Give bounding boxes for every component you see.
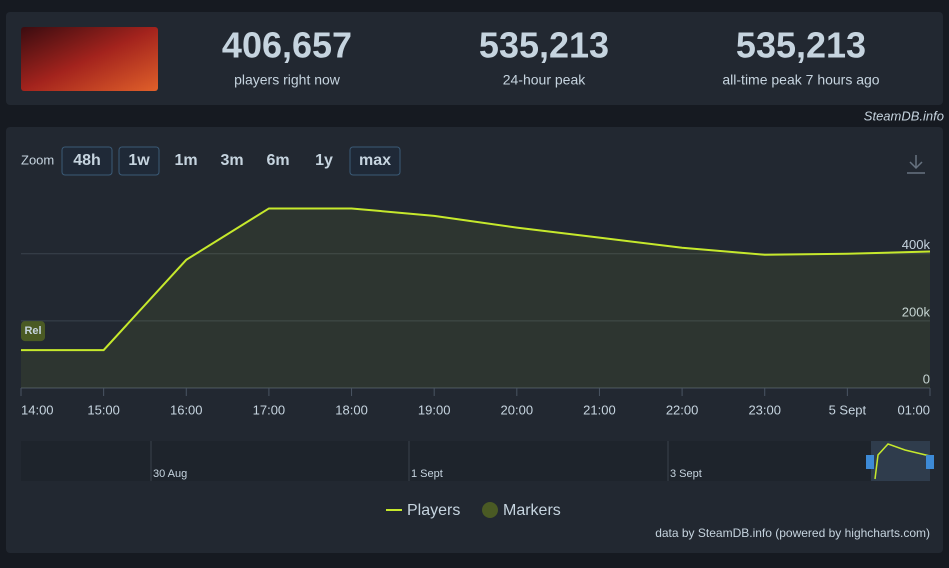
x-tick-label: 17:00: [253, 402, 286, 417]
stat-label: 24-hour peak: [503, 72, 587, 88]
stats-panel: [6, 12, 943, 105]
series-line: [21, 207, 931, 352]
x-tick-label: 14:00: [21, 402, 54, 417]
x-tick-label: 19:00: [418, 402, 451, 417]
zoom-button[interactable]: 1w: [128, 152, 150, 169]
x-tick-label: 18:00: [335, 402, 368, 417]
zoom-label: Zoom: [21, 152, 54, 167]
download-icon[interactable]: [907, 155, 925, 174]
credits[interactable]: data by SteamDB.info (powered by highcha…: [655, 526, 930, 540]
x-tick-label: 23:00: [748, 402, 781, 417]
game-logo[interactable]: [21, 27, 158, 91]
zoom-button[interactable]: 6m: [266, 152, 289, 169]
navigator-handle[interactable]: [926, 455, 934, 469]
navigator-line: [874, 443, 931, 480]
navigator-window[interactable]: [871, 441, 930, 481]
zoom-button-box[interactable]: [61, 146, 113, 176]
zoom-button[interactable]: 1m: [174, 152, 197, 169]
zoom-button[interactable]: 1y: [315, 152, 333, 169]
area-fill: [21, 208, 930, 388]
zoom-button[interactable]: 48h: [73, 152, 101, 169]
zoom-button-box[interactable]: [349, 146, 401, 176]
navigator[interactable]: [21, 441, 930, 481]
legend-label[interactable]: Markers: [503, 502, 561, 519]
release-flag-label[interactable]: Rel: [24, 325, 41, 337]
x-tick-label: 21:00: [583, 402, 616, 417]
x-tick-label: 5 Sept: [829, 402, 867, 417]
legend-swatch[interactable]: [482, 502, 498, 518]
release-flag[interactable]: [21, 321, 45, 342]
y-tick-label: 400k: [902, 237, 931, 252]
x-tick-label: 22:00: [666, 402, 699, 417]
stat-value: 535,213: [479, 25, 609, 66]
navigator-handle[interactable]: [866, 455, 874, 469]
zoom-button-box[interactable]: [118, 146, 160, 176]
legend-label[interactable]: Players: [407, 502, 460, 519]
zoom-button[interactable]: 3m: [220, 152, 243, 169]
stat-value: 535,213: [736, 25, 866, 66]
navigator-label: 30 Aug: [153, 468, 187, 480]
stat-label: all-time peak 7 hours ago: [722, 72, 879, 88]
stat-value: 406,657: [222, 25, 352, 66]
navigator-label: 1 Sept: [411, 468, 443, 480]
source-link[interactable]: SteamDB.info: [864, 108, 944, 123]
x-tick-label: 15:00: [87, 402, 120, 417]
stat-label: players right now: [234, 72, 341, 88]
y-tick-label: 200k: [902, 304, 931, 319]
x-tick-label: 16:00: [170, 402, 203, 417]
navigator-label: 3 Sept: [670, 468, 702, 480]
x-tick-label: 20:00: [501, 402, 534, 417]
x-tick-label: 01:00: [897, 402, 930, 417]
zoom-button[interactable]: max: [359, 152, 391, 169]
y-tick-label: 0: [923, 371, 930, 386]
